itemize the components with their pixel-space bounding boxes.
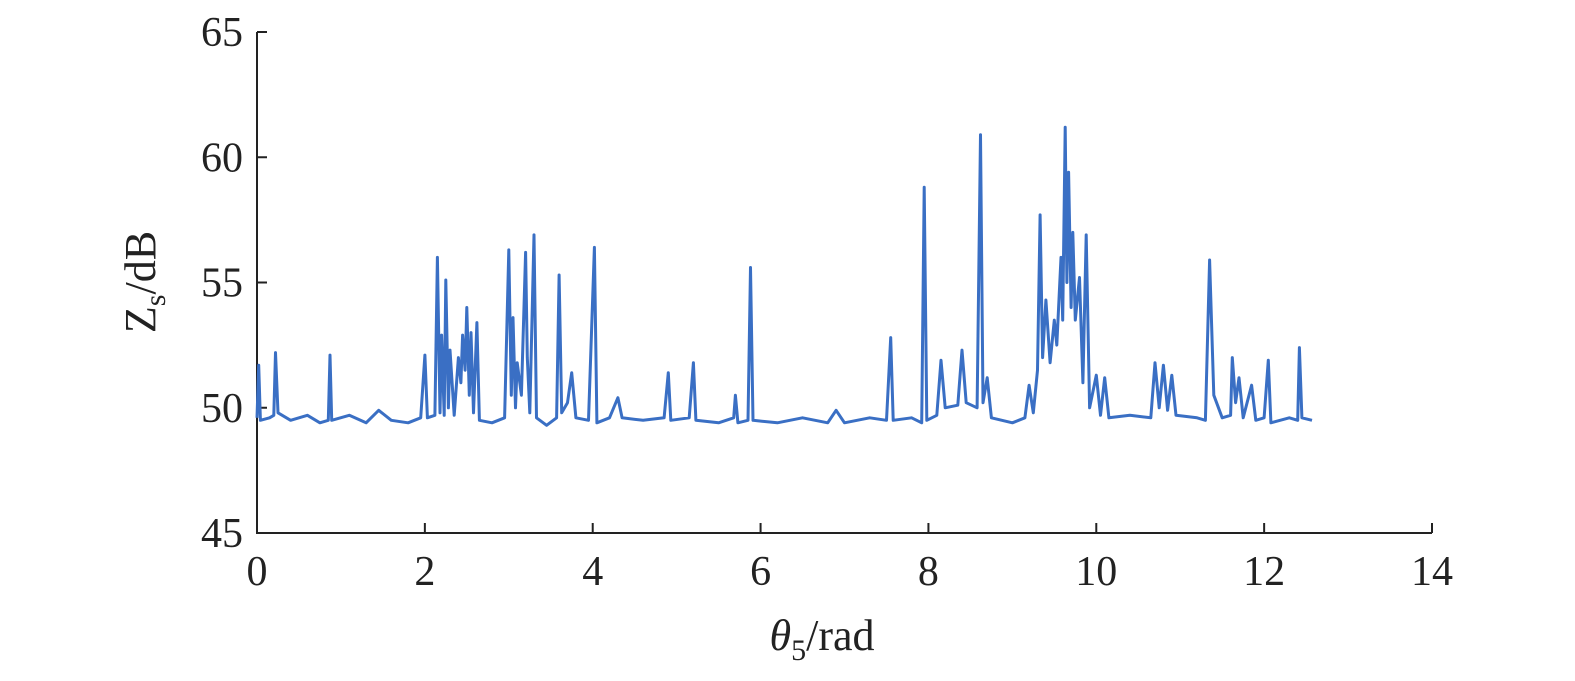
x-tick-label: 8 [918, 549, 939, 595]
y-tick-label: 65 [201, 10, 243, 56]
x-axis-label: θ5/rad [769, 611, 874, 667]
x-label-subscript: 5 [791, 634, 806, 667]
data-line [255, 125, 1313, 427]
x-tick-label: 2 [414, 549, 435, 595]
axes [256, 32, 1432, 534]
y-tick-label: 50 [201, 386, 243, 432]
y-label-subscript: s [139, 295, 172, 307]
x-tick-label: 14 [1411, 549, 1453, 595]
x-label-unit: /rad [806, 611, 874, 660]
y-tick-label: 55 [201, 261, 243, 307]
y-tick-label: 60 [201, 135, 243, 181]
x-tick-label: 0 [247, 549, 268, 595]
y-label-unit: /dB [116, 231, 165, 295]
x-tick-label: 4 [582, 549, 603, 595]
x-label-symbol: θ [769, 611, 791, 660]
x-tick-label: 6 [750, 549, 771, 595]
x-tick-label: 12 [1243, 549, 1285, 595]
y-axis-label: Zs/dB [116, 231, 172, 333]
y-tick-label: 45 [201, 511, 243, 557]
x-tick-label: 10 [1075, 549, 1117, 595]
y-label-symbol: Z [116, 306, 165, 333]
